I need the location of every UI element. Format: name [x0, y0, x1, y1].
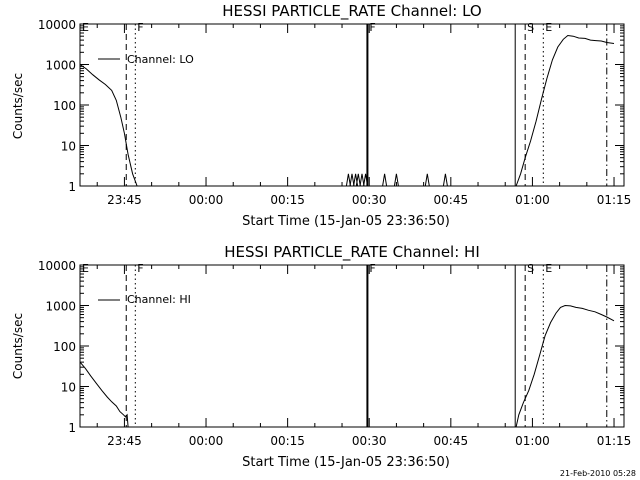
x-tick-label: 00:45: [434, 193, 469, 207]
y-tick-label: 10: [61, 381, 76, 395]
x-tick-label: 01:15: [597, 193, 632, 207]
y-axis-label: Counts/sec: [11, 313, 25, 379]
x-tick-label: 23:45: [107, 434, 142, 448]
footer-timestamp: 21-Feb-2010 05:28: [560, 469, 636, 478]
series-spike: [359, 173, 365, 187]
x-tick-label: 00:00: [189, 193, 224, 207]
y-tick-label: 10000: [38, 259, 76, 273]
x-tick-label: 00:45: [434, 434, 469, 448]
chart-panel-hi: HESSI PARTICLE_RATE Channel: HI Counts/s…: [11, 243, 631, 470]
x-tick-label: 01:00: [515, 434, 550, 448]
legend-label: Channel: HI: [127, 293, 191, 306]
event-marker-label: S: [527, 262, 534, 275]
event-marker-label: F: [137, 262, 143, 275]
x-tick-label: 00:00: [189, 434, 224, 448]
event-marker-label: E: [545, 21, 552, 34]
x-axis-label: Start Time (15-Jan-05 23:36:50): [242, 214, 450, 229]
y-tick-label: 1: [68, 180, 76, 194]
x-tick-label: 00:15: [270, 434, 305, 448]
x-tick-label: 01:00: [515, 193, 550, 207]
x-tick-label: 00:15: [270, 193, 305, 207]
x-tick-label: 23:45: [107, 193, 142, 207]
series-spike: [349, 173, 355, 187]
event-marker-label: F: [369, 262, 375, 275]
event-marker-label: S: [527, 21, 534, 34]
plot-frame: [79, 23, 625, 187]
y-tick-label: 10: [61, 140, 76, 154]
y-tick-label: 100: [53, 340, 76, 354]
y-tick-label: 100: [53, 99, 76, 113]
y-axis-label: Counts/sec: [11, 73, 25, 139]
y-tick-label: 1000: [45, 59, 76, 73]
series-spike: [345, 173, 351, 187]
event-marker-label: F: [137, 21, 143, 34]
x-tick-label: 00:30: [352, 434, 387, 448]
event-marker-label: E: [545, 262, 552, 275]
x-tick-label: 00:30: [352, 193, 387, 207]
event-marker-label: F: [369, 21, 375, 34]
y-tick-label: 1000: [45, 300, 76, 314]
chart-title: HESSI PARTICLE_RATE Channel: LO: [222, 2, 481, 21]
x-axis-label: Start Time (15-Jan-05 23:36:50): [242, 455, 450, 470]
series-spike: [355, 173, 361, 187]
chart-panel-lo: HESSI PARTICLE_RATE Channel: LO Counts/s…: [11, 2, 631, 229]
event-marker-label: E: [82, 21, 89, 34]
series-spike: [393, 173, 399, 187]
legend-label: Channel: LO: [127, 53, 194, 66]
series-spike: [363, 173, 369, 187]
event-marker-label: E: [82, 262, 89, 275]
series-line: [79, 34, 615, 187]
series-spike: [442, 173, 448, 187]
series-line: [79, 304, 615, 428]
y-tick-label: 1: [68, 421, 76, 435]
y-tick-label: 10000: [38, 18, 76, 32]
x-tick-label: 01:15: [597, 434, 632, 448]
chart-title: HESSI PARTICLE_RATE Channel: HI: [224, 243, 480, 262]
series-spike: [382, 173, 388, 187]
series-spike: [424, 173, 430, 187]
